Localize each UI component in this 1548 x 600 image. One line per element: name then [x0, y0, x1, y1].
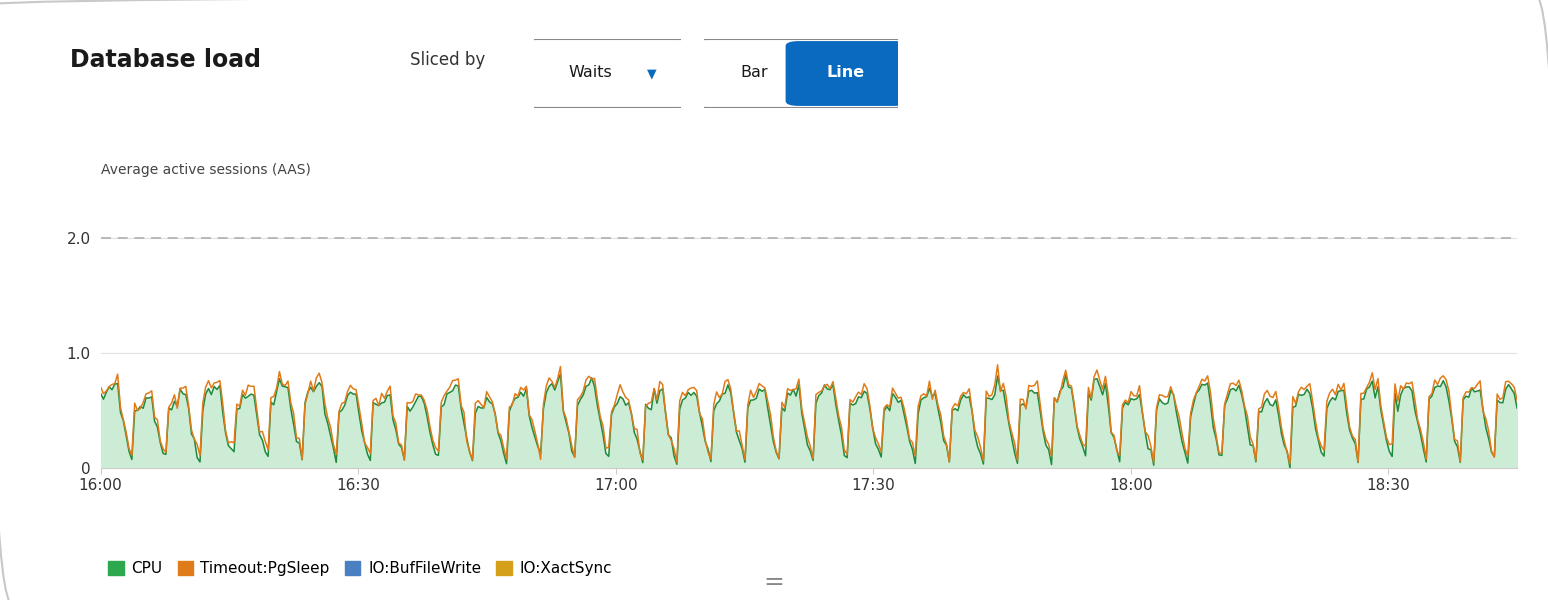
Text: Database load: Database load: [70, 48, 260, 72]
Text: Sliced by: Sliced by: [410, 51, 486, 69]
Legend: CPU, Timeout:PgSleep, IO:BufFileWrite, IO:XactSync: CPU, Timeout:PgSleep, IO:BufFileWrite, I…: [108, 561, 611, 576]
Text: Waits: Waits: [568, 65, 611, 80]
Text: ▼: ▼: [647, 67, 656, 80]
Text: Bar: Bar: [741, 65, 768, 80]
FancyBboxPatch shape: [786, 41, 907, 106]
FancyBboxPatch shape: [694, 39, 910, 108]
FancyBboxPatch shape: [525, 39, 690, 108]
Text: =: =: [763, 570, 785, 594]
Text: Line: Line: [827, 65, 865, 80]
Text: Average active sessions (AAS): Average active sessions (AAS): [101, 163, 311, 177]
